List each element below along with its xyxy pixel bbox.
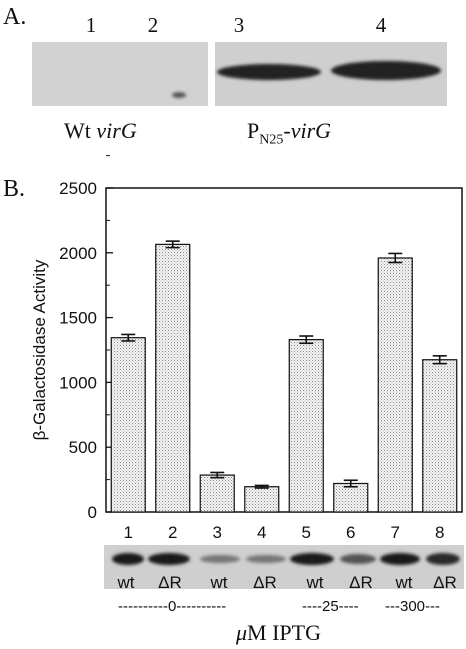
x-tick-label-7: 7 bbox=[391, 523, 400, 542]
western-blot-left bbox=[32, 42, 208, 106]
caption-pn25-gene: virG bbox=[290, 118, 332, 143]
y-tick-label: 1500 bbox=[59, 309, 97, 328]
panel-b-label: B. bbox=[3, 176, 26, 202]
bar-6 bbox=[333, 482, 369, 513]
caption-pn25-prefix: P bbox=[247, 118, 260, 143]
strain-label-2: ΔR bbox=[158, 573, 182, 592]
bottom-band-3 bbox=[200, 555, 240, 563]
x-tick-label-8: 8 bbox=[435, 523, 444, 542]
caption-wt-virg: Wt virG bbox=[64, 118, 137, 144]
panel-a-label: A. bbox=[3, 4, 27, 30]
y-axis-title: β-Galactosidase Activity bbox=[30, 259, 49, 440]
bar-2 bbox=[155, 243, 191, 513]
caption-pn25-sub: N25 bbox=[259, 132, 284, 148]
iptg-group-0: ----------0---------- bbox=[118, 598, 227, 615]
lane-number-4: 4 bbox=[375, 13, 387, 37]
strain-label-3: wt bbox=[210, 573, 228, 592]
bar-3 bbox=[199, 474, 235, 513]
x-axis-title-rest: M IPTG bbox=[247, 620, 321, 645]
iptg-group-25: ----25---- bbox=[302, 598, 359, 615]
bottom-band-1 bbox=[112, 553, 144, 565]
bar-4 bbox=[244, 486, 280, 513]
y-tick-label: 1000 bbox=[59, 373, 97, 392]
bar-8 bbox=[422, 359, 458, 513]
strain-label-7: wt bbox=[395, 573, 413, 592]
strain-label-8: ΔR bbox=[433, 573, 457, 592]
bottom-band-6 bbox=[340, 554, 376, 564]
bottom-band-8 bbox=[426, 553, 460, 565]
y-tick-label: 2500 bbox=[59, 179, 97, 198]
strain-label-5: wt bbox=[306, 573, 324, 592]
y-tick-label: 0 bbox=[88, 503, 97, 522]
lane-number-1: 1 bbox=[85, 13, 97, 37]
bottom-band-7 bbox=[380, 553, 420, 565]
x-tick-label-5: 5 bbox=[302, 523, 311, 542]
bottom-band-2 bbox=[148, 553, 190, 565]
strain-label-6: ΔR bbox=[349, 573, 373, 592]
x-tick-label-3: 3 bbox=[213, 523, 222, 542]
caption-pn25-virg: PN25-virG bbox=[247, 118, 331, 148]
caption-wt-gene: virG bbox=[96, 118, 137, 143]
x-tick-label-4: 4 bbox=[257, 523, 266, 542]
caption-wt-text: Wt bbox=[64, 118, 97, 143]
lane-number-3: 3 bbox=[233, 13, 245, 37]
bottom-blot-strip bbox=[104, 545, 464, 589]
western-blot-right bbox=[215, 42, 447, 106]
y-tick-label: 500 bbox=[69, 438, 97, 457]
bar-1 bbox=[110, 337, 146, 513]
lane-number-2: 2 bbox=[147, 13, 159, 37]
blot-band-lane-4 bbox=[331, 61, 441, 80]
caption-pn25-dash: - bbox=[283, 118, 291, 143]
bar-chart: 0 500 1000 1500 2000 2500 β-Galactosidase Acti… bbox=[30, 155, 463, 542]
x-axis-title: μM IPTG bbox=[236, 620, 321, 646]
x-tick-label-2: 2 bbox=[168, 523, 177, 542]
bottom-band-4 bbox=[246, 555, 286, 563]
x-tick-label-6: 6 bbox=[346, 523, 355, 542]
x-axis-title-unit: μ bbox=[236, 620, 248, 645]
faint-spot bbox=[172, 92, 186, 98]
strain-label-4: ΔR bbox=[253, 573, 277, 592]
bottom-band-5 bbox=[290, 553, 334, 565]
blot-band-lane-3 bbox=[217, 64, 321, 80]
bar-7 bbox=[377, 257, 413, 513]
bar-5 bbox=[288, 339, 324, 513]
x-tick-label-1: 1 bbox=[124, 523, 133, 542]
y-tick-label: 2000 bbox=[59, 244, 97, 263]
strain-label-1: wt bbox=[117, 573, 135, 592]
iptg-group-300: ---300--- bbox=[385, 598, 440, 615]
